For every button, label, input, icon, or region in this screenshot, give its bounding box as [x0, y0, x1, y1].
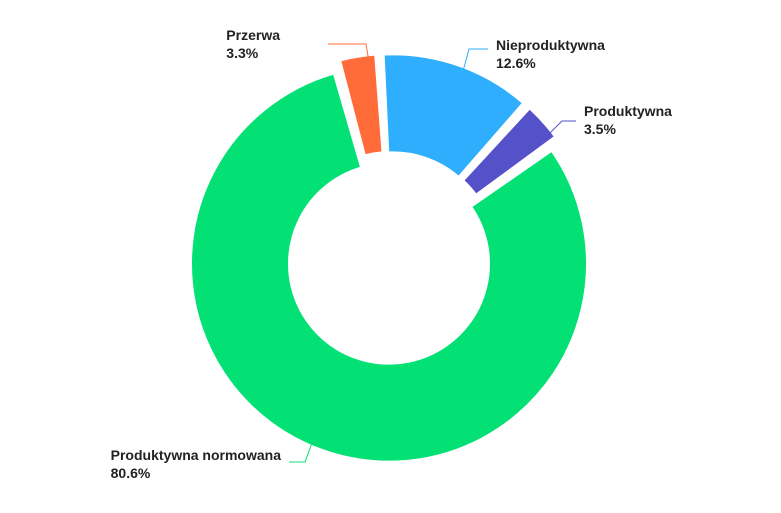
slice-label: Produktywna normowana [111, 447, 282, 463]
leader-line [547, 120, 576, 136]
leader-lines-layer [289, 43, 576, 463]
donut-slice-przerwa[interactable] [339, 53, 384, 157]
slice-value-label: 3.3% [226, 45, 258, 61]
slice-label: Produktywna [584, 103, 672, 119]
slice-value-label: 3.5% [584, 121, 616, 137]
donut-slice-nieproduktywna[interactable] [382, 53, 525, 178]
leader-line [461, 48, 488, 76]
donut-slice-produktywna-normowana[interactable] [189, 72, 588, 463]
slice-label: Nieproduktywna [496, 37, 605, 53]
labels-layer: Nieproduktywna 12.6% Produktywna 3.5% Produk… [111, 27, 672, 481]
donut-slice-produktywna[interactable] [462, 107, 556, 196]
slice-label: Przerwa [226, 27, 280, 43]
slices-layer [189, 53, 588, 463]
slice-value-label: 80.6% [111, 465, 151, 481]
leader-line [289, 442, 313, 463]
leader-line [328, 43, 371, 69]
slice-value-label: 12.6% [496, 55, 536, 71]
